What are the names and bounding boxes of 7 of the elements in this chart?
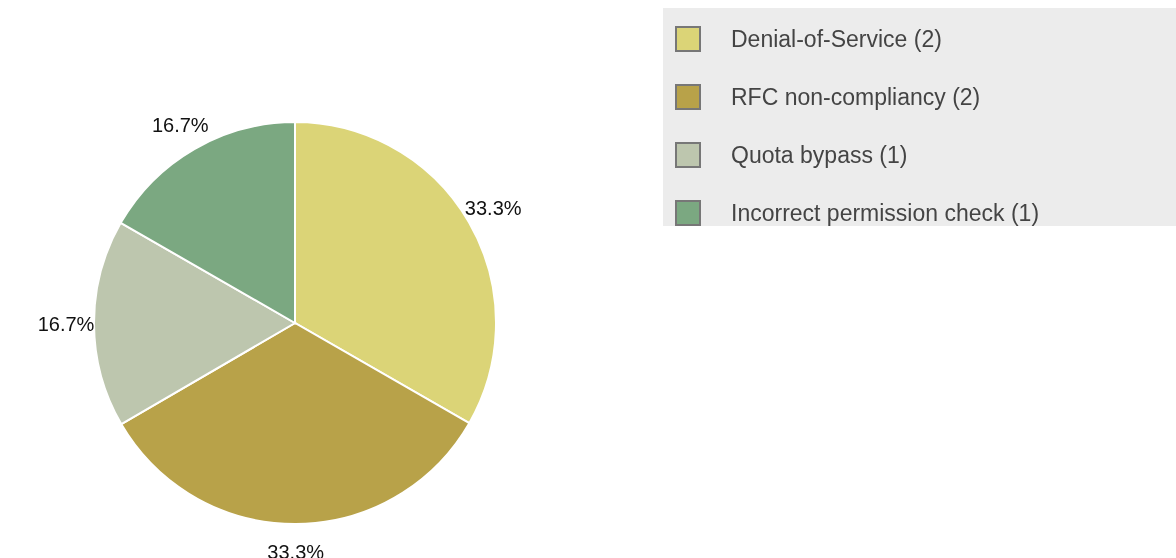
- data-label: 16.7%: [151, 113, 209, 136]
- data-label: 16.7%: [37, 312, 95, 335]
- legend-label: Incorrect permission check (1): [731, 199, 1040, 227]
- legend-label: Quota bypass (1): [731, 141, 908, 169]
- legend-label: RFC non-compliancy (2): [731, 83, 981, 111]
- legend-label: Denial-of-Service (2): [731, 25, 942, 53]
- data-label: 33.3%: [464, 197, 522, 220]
